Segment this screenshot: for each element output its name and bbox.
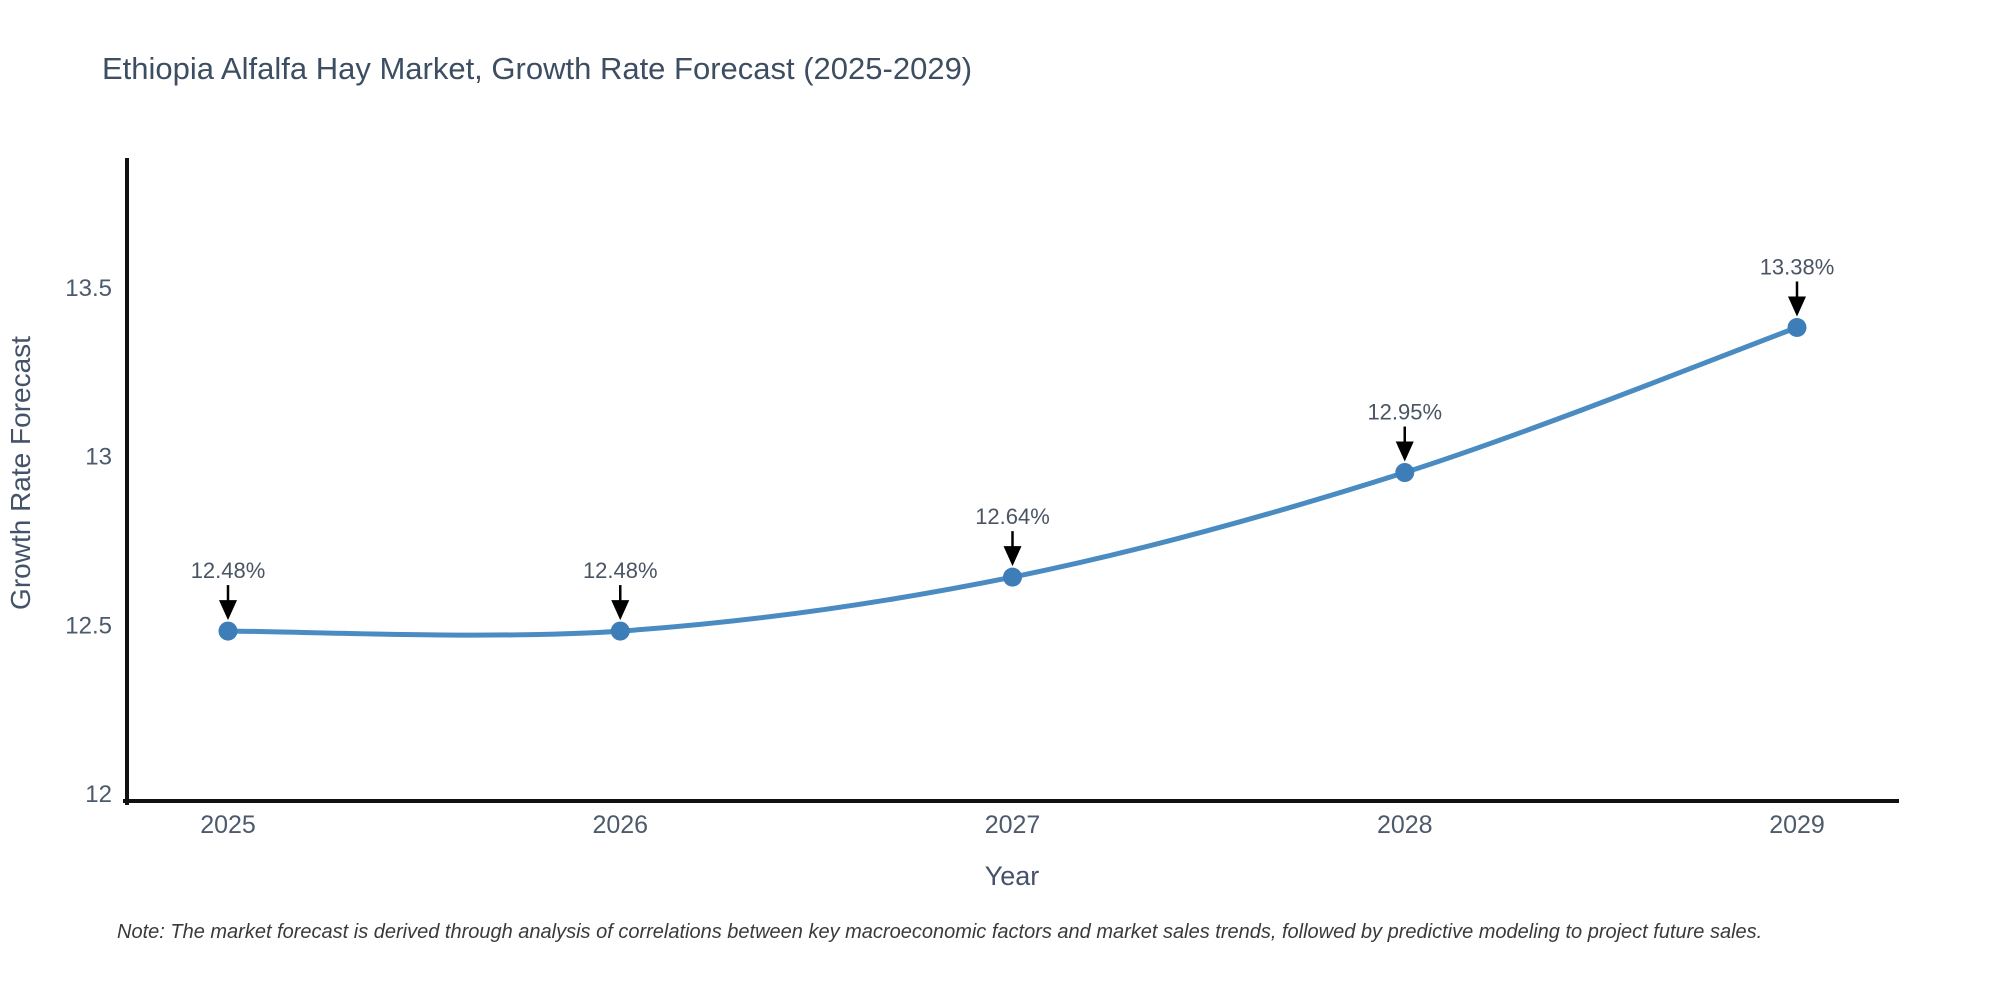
annotation-label: 13.38%: [1760, 254, 1835, 279]
x-axis-title: Year: [985, 861, 1040, 891]
annotation-label: 12.64%: [975, 504, 1050, 529]
footnote: Note: The market forecast is derived thr…: [117, 921, 1762, 943]
data-point-marker: [1003, 567, 1022, 587]
y-axis-tick-labels: 12 12.5 13 13.5: [65, 275, 112, 808]
chart-title: Ethiopia Alfalfa Hay Market, Growth Rate…: [102, 51, 972, 86]
annotation-label: 12.48%: [583, 558, 658, 583]
y-tick-label: 13: [85, 444, 112, 471]
y-axis-title: Growth Rate Forecast: [5, 336, 36, 610]
annotation-arrowhead-icon: [219, 600, 237, 621]
point-annotations: 12.48% 12.48% 12.64% 12.95% 13.38%: [191, 254, 1835, 621]
y-tick-label: 12: [85, 781, 112, 808]
annotation-arrowhead-icon: [1395, 441, 1414, 462]
data-point-marker: [1787, 317, 1807, 337]
y-tick-label: 12.5: [65, 612, 112, 639]
annotation-label: 12.95%: [1367, 400, 1442, 425]
data-series: [218, 317, 1807, 641]
x-tick-label: 2028: [1377, 811, 1433, 839]
data-point-marker: [610, 621, 630, 641]
annotation-arrowhead-icon: [1788, 296, 1806, 317]
y-tick-label: 13.5: [65, 275, 112, 302]
data-point-marker: [1395, 463, 1415, 483]
x-tick-label: 2026: [592, 811, 648, 839]
x-tick-label: 2027: [985, 811, 1041, 839]
x-tick-label: 2029: [1769, 811, 1825, 839]
x-tick-label: 2025: [200, 811, 256, 839]
data-point-marker: [218, 621, 238, 641]
annotation-label: 12.48%: [191, 558, 266, 583]
series-line: [225, 325, 1800, 638]
x-axis-tick-labels: 2025 2026 2027 2028 2029: [200, 811, 1825, 839]
annotation-arrowhead-icon: [1003, 546, 1022, 567]
annotation-arrowhead-icon: [611, 600, 630, 621]
